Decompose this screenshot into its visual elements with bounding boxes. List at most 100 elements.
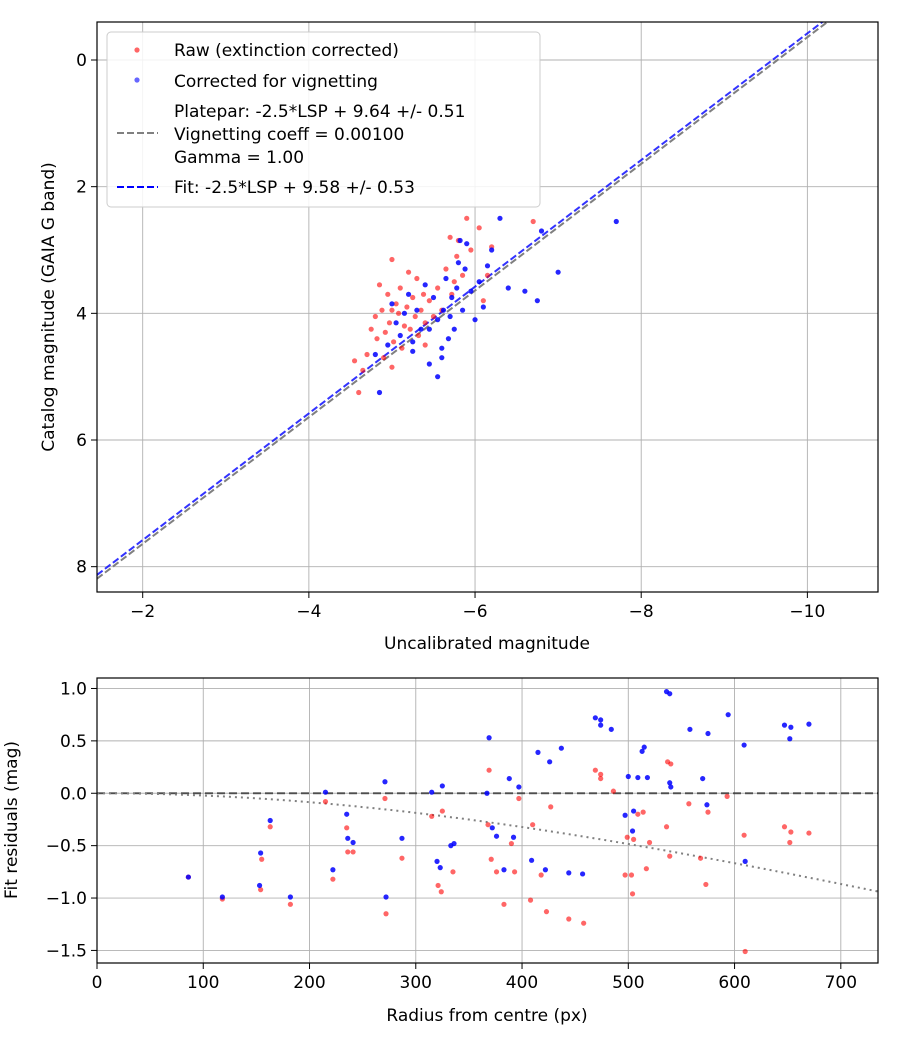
legend-label-platepar: Platepar: -2.5*LSP + 9.64 +/- 0.51 Vigne… bbox=[174, 102, 471, 168]
calibration-point-raw bbox=[418, 307, 424, 313]
residuals-point-corrected bbox=[566, 870, 572, 876]
residuals-point-raw bbox=[486, 767, 492, 773]
residuals-point-raw bbox=[345, 849, 351, 855]
residuals-point-raw bbox=[628, 872, 635, 878]
calibration-point-corrected bbox=[422, 282, 428, 288]
residuals-point-corrected bbox=[484, 790, 490, 796]
residuals-point-corrected bbox=[506, 775, 512, 782]
calibration-point-raw bbox=[530, 218, 536, 225]
calibration-legend: Raw (extinction corrected) Corrected for… bbox=[106, 31, 541, 208]
calibration-x-axis-label: Uncalibrated magnitude bbox=[384, 634, 590, 654]
residuals-point-raw bbox=[488, 856, 494, 862]
residuals-point-corrected bbox=[501, 867, 507, 873]
residuals-point-corrected bbox=[580, 871, 586, 877]
residuals-point-corrected bbox=[382, 779, 388, 785]
residuals-point-raw bbox=[501, 901, 507, 907]
legend-box bbox=[106, 31, 541, 208]
residuals-point-corrected bbox=[622, 812, 628, 818]
residuals-point-corrected bbox=[668, 784, 674, 790]
calibration-point-raw bbox=[381, 355, 387, 361]
residuals-plot-frame bbox=[96, 677, 879, 964]
residuals-x-tick-label: 700 bbox=[825, 973, 857, 993]
legend-marker-corrected bbox=[134, 77, 140, 83]
calibration-x-tick-label: −8 bbox=[629, 602, 654, 622]
residuals-point-corrected bbox=[493, 833, 500, 839]
residuals-point-raw bbox=[350, 849, 356, 855]
residuals-point-corrected bbox=[528, 857, 535, 863]
residuals-point-raw bbox=[788, 829, 794, 835]
calibration-point-raw bbox=[389, 256, 395, 263]
residuals-point-corrected bbox=[631, 808, 637, 814]
calibration-point-corrected bbox=[449, 294, 455, 301]
residuals-x-tick-label: 100 bbox=[187, 973, 219, 993]
calibration-point-corrected bbox=[439, 355, 445, 361]
calibration-point-raw bbox=[464, 215, 470, 221]
residuals-vignetting-curve bbox=[97, 792, 879, 893]
residuals-point-raw bbox=[516, 795, 522, 802]
residuals-grid bbox=[96, 678, 878, 963]
residuals-point-corrected bbox=[256, 882, 263, 889]
residuals-point-raw bbox=[781, 824, 788, 830]
residuals-point-raw bbox=[450, 869, 456, 875]
calibration-point-raw bbox=[401, 323, 408, 329]
calibration-y-tick-label: 0 bbox=[76, 51, 87, 71]
residuals-point-raw bbox=[705, 809, 711, 815]
calibration-point-raw bbox=[435, 285, 441, 291]
residuals-point-corrected bbox=[451, 840, 457, 847]
calibration-point-raw bbox=[412, 313, 418, 320]
calibration-point-raw bbox=[422, 342, 428, 348]
calibration-point-corrected bbox=[385, 342, 391, 348]
residuals-point-raw bbox=[624, 834, 630, 840]
calibration-point-corrected bbox=[410, 348, 416, 354]
calibration-point-raw bbox=[468, 247, 474, 253]
residuals-point-corrected bbox=[486, 735, 492, 741]
calibration-point-corrected bbox=[418, 326, 424, 332]
residuals-point-corrected bbox=[258, 850, 264, 856]
residuals-point-raw bbox=[806, 830, 812, 836]
residuals-point-raw bbox=[697, 855, 704, 861]
residuals-point-corrected bbox=[625, 773, 631, 780]
calibration-point-corrected bbox=[447, 313, 453, 320]
calibration-point-corrected bbox=[455, 260, 462, 266]
residuals-point-corrected bbox=[781, 722, 788, 728]
residuals-point-raw bbox=[259, 856, 265, 862]
residuals-point-raw bbox=[686, 801, 692, 807]
residuals-point-raw bbox=[548, 804, 554, 810]
residuals-point-raw bbox=[741, 832, 747, 838]
calibration-point-raw bbox=[407, 326, 413, 332]
calibration-point-corrected bbox=[489, 247, 495, 253]
residuals-point-corrected bbox=[667, 691, 673, 697]
residuals-point-corrected bbox=[725, 712, 731, 718]
calibration-point-raw bbox=[389, 307, 395, 313]
calibration-point-raw bbox=[426, 298, 432, 304]
residuals-point-corrected bbox=[644, 774, 651, 781]
residuals-point-corrected bbox=[542, 867, 549, 873]
residuals-point-raw bbox=[322, 799, 329, 805]
calibration-point-corrected bbox=[414, 307, 420, 313]
residuals-point-raw bbox=[267, 824, 273, 830]
calibration-point-corrected bbox=[613, 218, 619, 225]
calibration-point-corrected bbox=[430, 294, 437, 301]
residuals-point-raw bbox=[527, 897, 534, 903]
legend-platepar-line-1: Platepar: -2.5*LSP + 9.64 +/- 0.51 bbox=[174, 102, 465, 122]
calibration-point-raw bbox=[430, 313, 437, 320]
residuals-y-tick-label: 0.0 bbox=[60, 784, 87, 804]
residuals-point-raw bbox=[592, 767, 598, 773]
calibration-point-corrected bbox=[454, 285, 460, 291]
residuals-plot: 0 100 200 300 400 500 600 700 1.0 0.5 0.0 −0.5 −1.0 −… bbox=[2, 677, 879, 1026]
calibration-x-tick-label: −2 bbox=[130, 602, 155, 622]
calibration-point-corrected bbox=[405, 291, 412, 297]
residuals-point-raw bbox=[663, 824, 670, 830]
calibration-y-tick-label: 6 bbox=[76, 431, 87, 451]
residuals-plot-area bbox=[97, 678, 878, 963]
calibration-point-raw bbox=[476, 225, 482, 231]
residuals-point-raw bbox=[511, 869, 518, 875]
calibration-point-corrected bbox=[397, 332, 403, 339]
residuals-point-raw bbox=[383, 911, 389, 917]
calibration-points bbox=[351, 215, 619, 396]
residuals-point-corrected bbox=[185, 874, 191, 880]
residuals-point-corrected bbox=[437, 865, 443, 871]
residuals-point-corrected bbox=[516, 784, 522, 790]
legend-label-corrected: Corrected for vignetting bbox=[174, 72, 378, 92]
